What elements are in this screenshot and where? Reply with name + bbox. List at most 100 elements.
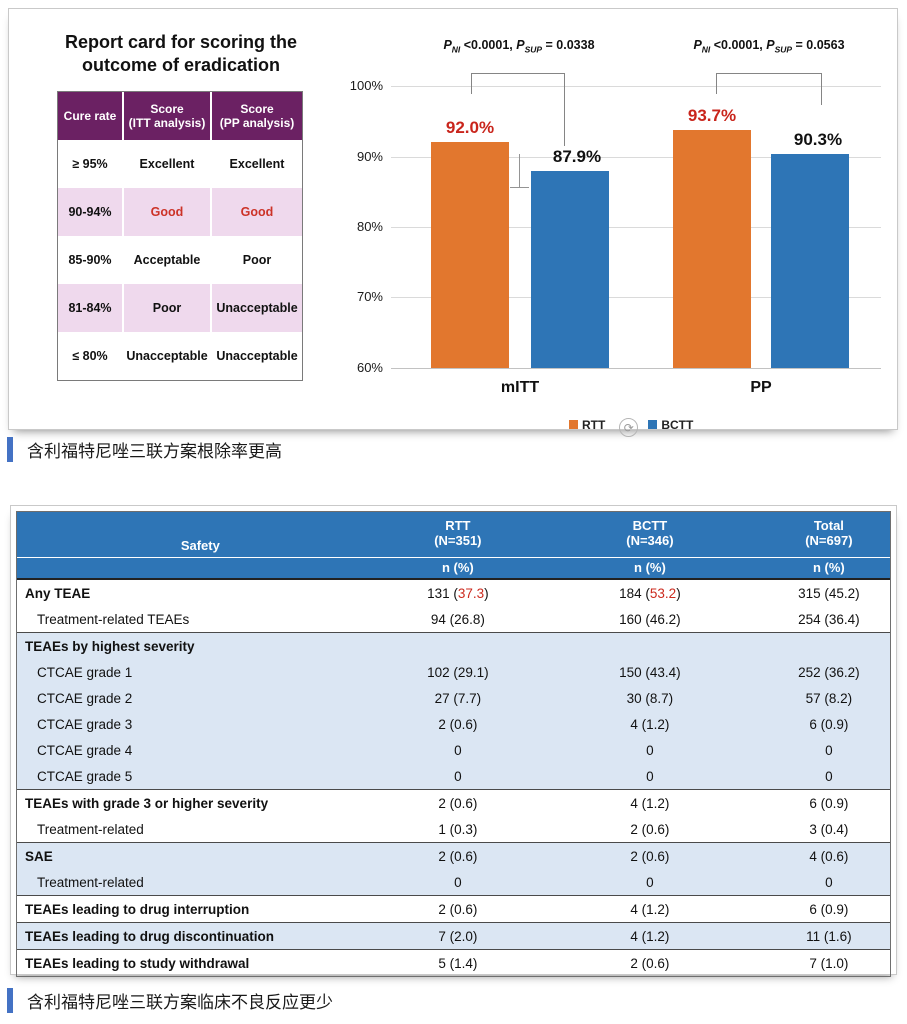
bctt-value: 184 (53.2): [619, 585, 681, 601]
caption-accent-bar: [7, 988, 13, 1013]
ci-tick-dash: [510, 187, 529, 188]
bctt-value: 4 (1.2): [630, 901, 670, 917]
rtt-value: 0: [454, 742, 462, 758]
bctt-value: 4 (1.2): [630, 928, 670, 944]
rtt-value: 131 (37.3): [427, 585, 489, 601]
cure-rate-cell: 81-84%: [58, 284, 122, 332]
rotate-glyph: ⟳: [623, 420, 634, 435]
y-tick-90: 90%: [356, 149, 383, 164]
bctt-value: 4 (1.2): [630, 716, 670, 732]
table-row: Treatment-related TEAEs 94 (26.8) 160 (4…: [17, 606, 890, 632]
header-safety: Safety: [180, 537, 220, 553]
value-label-rtt-mitt: 92.0%: [445, 118, 495, 137]
table-row: Any TEAE 131 (37.3) 184 (53.2) 315 (45.2…: [17, 580, 890, 606]
row-label: Treatment-related: [37, 874, 144, 890]
pp-score-cell: Excellent: [210, 140, 302, 188]
row-label: TEAEs leading to study withdrawal: [25, 955, 250, 971]
total-value: 0: [825, 874, 833, 890]
bar-bctt-mitt: [531, 171, 609, 368]
total-value: 0: [825, 768, 833, 784]
x-label-mitt: mITT: [500, 379, 540, 396]
bar-bctt-pp: [771, 154, 849, 368]
row-label: TEAEs leading to drug discontinuation: [25, 928, 274, 944]
total-value: 6 (0.9): [809, 795, 849, 811]
gridline-90: [391, 157, 881, 158]
safety-table-header: Safety RTT (N=351) n (%) BCTT (N=346) n …: [17, 512, 890, 580]
total-value: 6 (0.9): [809, 716, 849, 732]
table-row: CTCAE grade 5 0 0 0: [17, 763, 890, 789]
safety-table-panel: Safety RTT (N=351) n (%) BCTT (N=346) n …: [10, 505, 897, 977]
y-tick-100: 100%: [349, 78, 383, 93]
legend-swatch-bctt: [648, 420, 658, 429]
rtt-value: 2 (0.6): [438, 901, 478, 917]
ci-tick-line: [519, 154, 520, 188]
cure-rate-cell: 85-90%: [68, 253, 112, 267]
value-label-rtt-pp: 93.7%: [687, 106, 737, 125]
total-value: 252 (36.2): [798, 664, 860, 680]
header-divider-line: [17, 557, 890, 558]
table-row: TEAEs leading to drug interruption 2 (0.…: [17, 895, 890, 922]
table-row: SAE 2 (0.6) 2 (0.6) 4 (0.6): [17, 842, 890, 869]
legend-swatch-rtt: [569, 420, 578, 429]
rtt-value: 1 (0.3): [438, 821, 478, 837]
bctt-value: 0: [646, 768, 654, 784]
bracket-mitt-right-leg: [564, 73, 565, 146]
table-row: TEAEs by highest severity: [17, 632, 890, 659]
pp-score-cell: Poor: [210, 236, 302, 284]
table-row: CTCAE grade 3 2 (0.6) 4 (1.2) 6 (0.9): [17, 711, 890, 737]
cure-rate-cell: ≤ 80%: [72, 349, 108, 363]
bctt-value: 2 (0.6): [630, 821, 670, 837]
rtt-value: 94 (26.8): [430, 611, 485, 627]
bctt-value: 30 (8.7): [626, 690, 674, 706]
table-row: 90-94% Good Good: [58, 188, 302, 236]
total-value: 254 (36.4): [798, 611, 860, 627]
table-row: 81-84% Poor Unacceptable: [58, 284, 302, 332]
table-row: TEAEs leading to drug discontinuation 7 …: [17, 922, 890, 949]
row-label: TEAEs with grade 3 or higher severity: [25, 795, 269, 811]
row-label: CTCAE grade 2: [37, 690, 133, 706]
gridline-100: [391, 86, 881, 87]
row-label: TEAEs leading to drug interruption: [25, 901, 250, 917]
table-row: CTCAE grade 1 102 (29.1) 150 (43.4) 252 …: [17, 659, 890, 685]
row-label: Any TEAE: [25, 585, 91, 601]
report-card-table: Cure rate Score (ITT analysis) Score (PP a…: [57, 91, 303, 381]
gridline-70: [391, 297, 881, 298]
rtt-value: 5 (1.4): [438, 955, 478, 971]
rtt-value: 7 (2.0): [438, 928, 478, 944]
rtt-value: 27 (7.7): [434, 690, 482, 706]
total-value: 315 (45.2): [798, 585, 860, 601]
table-row: ≥ 95% Excellent Excellent: [58, 140, 302, 188]
table-row: CTCAE grade 4 0 0 0: [17, 737, 890, 763]
bracket-pp-left-leg: [716, 73, 717, 94]
header-rtt: RTT (N=351) n (%): [434, 518, 482, 575]
rtt-value: 102 (29.1): [427, 664, 489, 680]
report-card-title: Report card for scoring the outcome of e…: [49, 31, 313, 77]
bctt-value: 0: [646, 874, 654, 890]
row-label: TEAEs by highest severity: [25, 638, 195, 654]
row-label: Treatment-related: [37, 821, 144, 837]
bracket-pp-top: [716, 73, 822, 74]
itt-score-cell: Excellent: [122, 140, 210, 188]
report-card-title-line1: Report card for scoring the: [64, 32, 298, 52]
y-tick-70: 70%: [356, 289, 383, 304]
row-label: CTCAE grade 5: [37, 768, 133, 784]
row-label: SAE: [25, 848, 53, 864]
efficacy-figure-panel: Report card for scoring the outcome of e…: [8, 8, 898, 437]
itt-score-cell: Acceptable: [122, 236, 210, 284]
pvalue-annotation-mitt: PNI <0.0001, PSUP = 0.0338: [443, 38, 595, 55]
report-card-header-pp: Score (PP analysis): [210, 92, 302, 140]
total-value: 11 (1.6): [806, 928, 852, 944]
pp-score-cell: Good: [210, 188, 302, 236]
itt-score-cell: Poor: [122, 284, 210, 332]
rotate-icon[interactable]: ⟳: [619, 418, 639, 437]
table-row: CTCAE grade 2 27 (7.7) 30 (8.7) 57 (8.2): [17, 685, 890, 711]
caption-2-text: 含利福特尼唑三联方案临床不良反应更少: [27, 993, 333, 1012]
caption-2: 含利福特尼唑三联方案临床不良反应更少: [7, 988, 333, 1013]
bctt-value: 150 (43.4): [619, 664, 681, 680]
report-card-header-cure-rate: Cure rate: [58, 92, 122, 140]
bctt-value: 160 (46.2): [619, 611, 681, 627]
bar-rtt-mitt: [431, 142, 509, 368]
bctt-value: 4 (1.2): [630, 795, 670, 811]
table-row: ≤ 80% Unacceptable Unacceptable: [58, 332, 302, 380]
row-label: Treatment-related TEAEs: [37, 611, 190, 627]
